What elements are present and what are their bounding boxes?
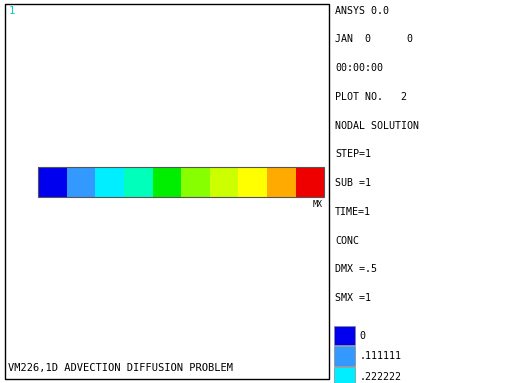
Text: VM226,1D ADVECTION DIFFUSION PROBLEM: VM226,1D ADVECTION DIFFUSION PROBLEM <box>8 363 233 373</box>
Text: PLOT NO.   2: PLOT NO. 2 <box>335 92 407 102</box>
Bar <box>124 167 152 197</box>
Text: JAN  0      0: JAN 0 0 <box>335 34 414 44</box>
Bar <box>334 367 355 383</box>
Bar <box>238 167 267 197</box>
Text: CONC: CONC <box>335 236 359 246</box>
Bar <box>267 167 296 197</box>
Text: 00:00:00: 00:00:00 <box>335 63 383 73</box>
Bar <box>210 167 238 197</box>
Bar <box>67 167 96 197</box>
Text: 0: 0 <box>359 331 365 340</box>
Bar <box>296 167 324 197</box>
Bar <box>5 4 329 379</box>
Text: NODAL SOLUTION: NODAL SOLUTION <box>335 121 419 131</box>
Text: SUB =1: SUB =1 <box>335 178 371 188</box>
Text: TIME=1: TIME=1 <box>335 207 371 217</box>
Bar <box>38 167 67 197</box>
Text: SMX =1: SMX =1 <box>335 293 371 303</box>
Bar <box>181 167 210 197</box>
Text: MX: MX <box>312 200 323 209</box>
Text: ANSYS 0.0: ANSYS 0.0 <box>335 6 389 16</box>
Text: STEP=1: STEP=1 <box>335 149 371 159</box>
Bar <box>96 167 124 197</box>
Text: .222222: .222222 <box>359 372 401 382</box>
Bar <box>152 167 181 197</box>
Text: DMX =.5: DMX =.5 <box>335 264 377 274</box>
Bar <box>334 346 355 366</box>
Bar <box>334 326 355 345</box>
Text: .111111: .111111 <box>359 351 401 361</box>
Bar <box>38 167 324 197</box>
Text: 1: 1 <box>9 6 15 16</box>
